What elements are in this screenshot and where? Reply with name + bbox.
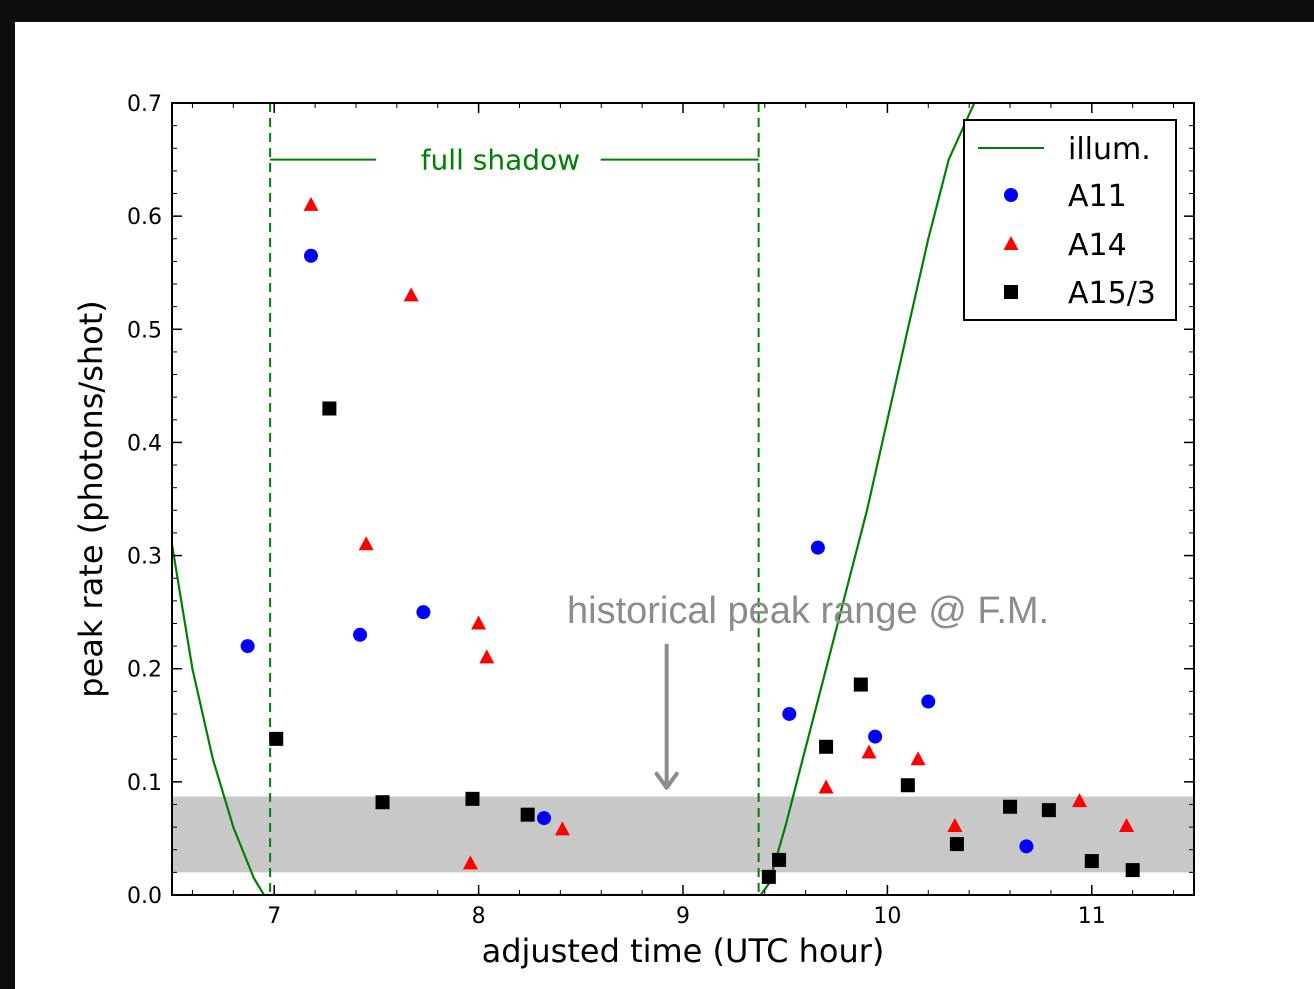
- y-tick-label: 0.2: [127, 658, 162, 683]
- shadow-label: full shadow: [421, 144, 580, 177]
- data-point-a11-2: [353, 627, 368, 642]
- y-tick-label: 0.3: [127, 545, 162, 570]
- y-tick-label: 0.6: [127, 205, 162, 230]
- data-point-a15-3-2: [375, 795, 390, 810]
- annotation-arrow-head: [654, 771, 679, 790]
- x-tick-label: 10: [873, 904, 901, 929]
- data-point-a15-3-6: [772, 852, 787, 867]
- data-point-a11-9: [1019, 839, 1034, 854]
- data-point-a15-3-4: [520, 807, 535, 822]
- data-point-a14-4: [471, 615, 487, 630]
- data-point-a14-11: [1072, 793, 1088, 808]
- chart-frame: full shadow historical peak range @ F.M.…: [15, 22, 1314, 989]
- data-point-a15-3-3: [465, 791, 480, 806]
- data-point-a14-9: [910, 751, 926, 766]
- x-tick-label: 8: [472, 904, 486, 929]
- y-tick-label: 0.1: [127, 771, 162, 796]
- shaded-band-layer: [172, 796, 1194, 873]
- annotation-layer: historical peak range @ F.M.: [567, 590, 1049, 790]
- y-axis-title: peak rate (photons/shot): [72, 300, 110, 698]
- scatter-chart: full shadow historical peak range @ F.M.…: [72, 92, 1195, 970]
- y-tick-label: 0.0: [127, 884, 162, 909]
- data-point-a11-8: [921, 694, 936, 709]
- data-point-a15-3-13: [1084, 854, 1099, 869]
- data-point-a11-3: [416, 605, 431, 620]
- data-point-a15-3-9: [900, 778, 915, 793]
- legend-label: A14: [1068, 228, 1127, 263]
- data-point-a14-0: [303, 196, 319, 211]
- y-tick-label: 0.4: [127, 431, 162, 456]
- data-point-a14-12: [1119, 817, 1135, 832]
- y-tick-label: 0.5: [127, 318, 162, 343]
- legend-key-a11: [1004, 188, 1018, 202]
- data-point-a15-3-7: [819, 739, 834, 754]
- data-point-a11-1: [303, 248, 318, 263]
- x-tick-label: 7: [267, 904, 281, 929]
- historical-range-band: [172, 796, 1194, 873]
- legend-key-a14: [1003, 236, 1019, 250]
- data-point-a14-10: [947, 817, 963, 832]
- legend-box: [963, 119, 1177, 321]
- data-point-a14-5: [479, 649, 495, 664]
- data-point-a14-2: [403, 287, 419, 302]
- data-point-a15-3-11: [1003, 799, 1018, 814]
- data-point-a11-0: [240, 639, 255, 654]
- shadow-layer: full shadow: [269, 103, 760, 895]
- axis-layer: 7 8 9 10 11 0.0 0.1 0.2 0.3 0.4 0.5 0.6 0.7 adjusted …: [72, 92, 1195, 970]
- data-point-a11-7: [868, 729, 883, 744]
- data-point-a11-4: [537, 811, 552, 826]
- legend-label: A15/3: [1068, 276, 1156, 311]
- data-point-a11-5: [782, 706, 797, 721]
- data-point-a15-3-10: [949, 837, 964, 852]
- data-point-a14-1: [358, 536, 374, 551]
- x-tick-label: 11: [1078, 904, 1106, 929]
- data-point-a15-3-5: [761, 869, 776, 884]
- legend: illum. A11 A14 A15/3: [963, 119, 1177, 321]
- data-point-a15-3-8: [853, 677, 868, 692]
- data-point-a11-6: [810, 540, 825, 555]
- data-point-a15-3-14: [1125, 863, 1140, 878]
- illum-curve-layer: [172, 103, 976, 895]
- data-point-a14-7: [818, 779, 834, 794]
- legend-label: A11: [1068, 179, 1127, 214]
- x-axis-title: adjusted time (UTC hour): [482, 932, 885, 970]
- legend-key-a15-3: [1004, 285, 1018, 299]
- data-point-a15-3-1: [322, 401, 337, 416]
- y-tick-label: 0.7: [127, 92, 162, 117]
- legend-label: illum.: [1068, 132, 1151, 167]
- annotation-text: historical peak range @ F.M.: [567, 590, 1049, 632]
- marker-layer: [240, 196, 1140, 884]
- x-tick-label: 9: [676, 904, 690, 929]
- data-point-a14-3: [462, 855, 478, 870]
- data-point-a14-8: [861, 744, 877, 759]
- data-point-a15-3-12: [1041, 803, 1056, 818]
- illum-curve: [172, 103, 976, 895]
- data-point-a15-3-0: [269, 731, 284, 746]
- data-point-a14-6: [554, 821, 570, 836]
